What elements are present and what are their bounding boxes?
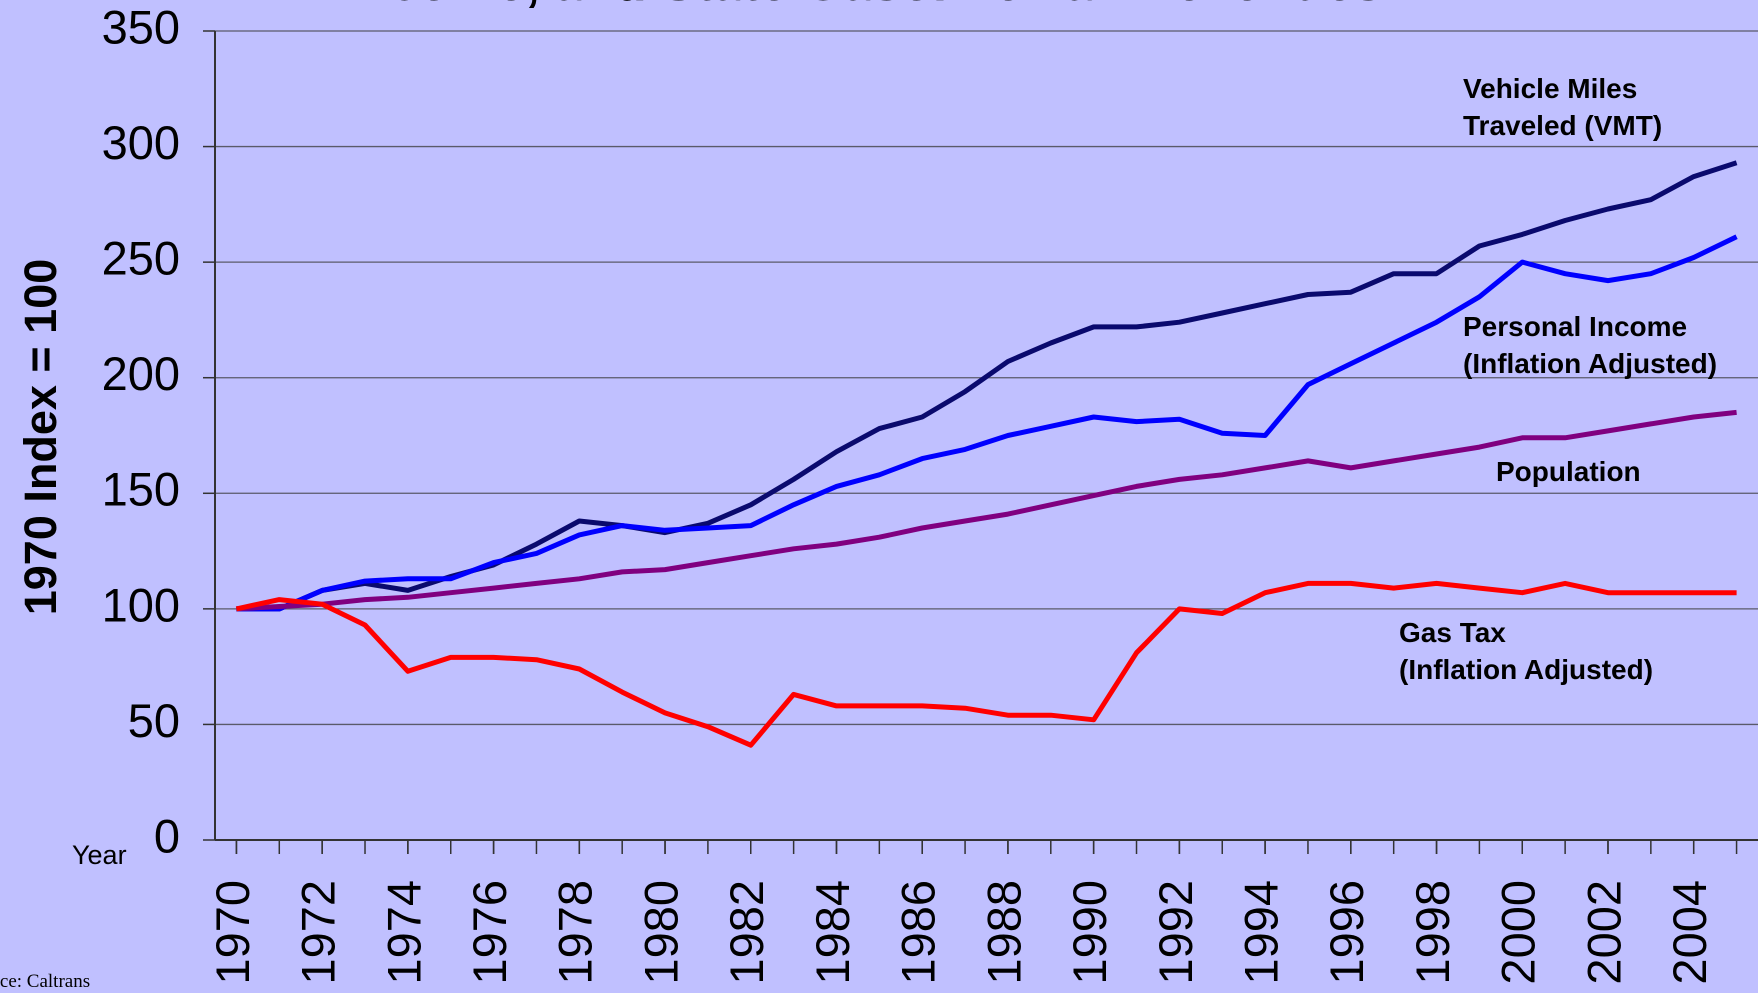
y-tick-label: 200 bbox=[102, 347, 180, 400]
x-tick-label: 1986 bbox=[892, 880, 945, 985]
series-label-line: (Inflation Adjusted) bbox=[1463, 348, 1717, 379]
series-line bbox=[235, 580, 1737, 748]
x-tick-label: 1976 bbox=[463, 880, 516, 985]
x-tick-label: 1972 bbox=[292, 880, 345, 985]
series-label-line: (Inflation Adjusted) bbox=[1399, 654, 1653, 685]
y-tick-label: 150 bbox=[102, 463, 180, 516]
series-label: Gas Tax (Inflation Adjusted) bbox=[1399, 617, 1653, 685]
x-tick-label: 1996 bbox=[1320, 880, 1373, 985]
series-label-line: Traveled (VMT) bbox=[1463, 110, 1662, 141]
x-tick-label: 1998 bbox=[1406, 880, 1459, 985]
y-tick-label: 250 bbox=[102, 232, 180, 285]
x-tick-label: 1974 bbox=[377, 880, 430, 985]
x-axis-label: Year bbox=[72, 840, 127, 870]
x-tick-label: 1980 bbox=[634, 880, 687, 985]
y-tick-label: 100 bbox=[102, 578, 180, 631]
y-tick-label: 50 bbox=[128, 694, 180, 747]
y-tick-label: 0 bbox=[154, 809, 180, 862]
x-tick-label: 1970 bbox=[206, 880, 259, 985]
y-tick-label: 350 bbox=[102, 0, 180, 53]
series-label: Vehicle Miles Traveled (VMT) bbox=[1463, 73, 1662, 141]
x-tick-label: 1994 bbox=[1235, 880, 1288, 985]
series-label: Population bbox=[1496, 456, 1641, 487]
chart-title: Income, and State Gasoline Tax Revenues bbox=[343, 0, 1382, 12]
x-tick-label: 2000 bbox=[1492, 880, 1545, 985]
series-label-line: Vehicle Miles bbox=[1463, 73, 1637, 104]
source-note: Source: Caltrans bbox=[0, 971, 90, 992]
x-tick-label: 2002 bbox=[1577, 880, 1630, 985]
series-line bbox=[236, 234, 1738, 612]
x-tick-label: 1982 bbox=[720, 880, 773, 985]
x-tick-label: 1988 bbox=[977, 880, 1030, 985]
series-line bbox=[236, 409, 1737, 612]
series-label-line: Population bbox=[1496, 456, 1641, 487]
y-axis-label: 1970 Index = 100 bbox=[15, 259, 66, 616]
series-label-line: Personal Income bbox=[1463, 311, 1687, 342]
x-tick-label: 1978 bbox=[549, 880, 602, 985]
x-tick-label: 1984 bbox=[806, 880, 859, 985]
x-tick-label: 1992 bbox=[1149, 880, 1202, 985]
y-tick-label: 300 bbox=[102, 116, 180, 169]
series-label-line: Gas Tax bbox=[1399, 617, 1506, 648]
x-tick-label: 2004 bbox=[1663, 880, 1716, 985]
series-label: Personal Income (Inflation Adjusted) bbox=[1463, 311, 1717, 379]
x-tick-label: 1990 bbox=[1063, 880, 1116, 985]
